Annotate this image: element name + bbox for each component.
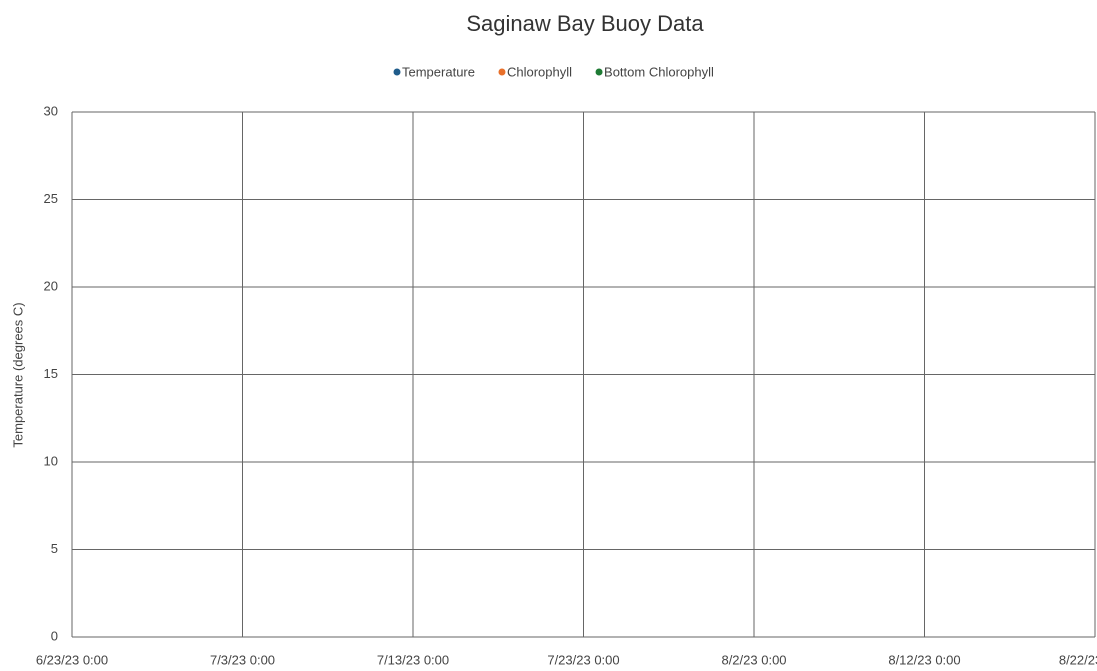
- legend-marker: [393, 68, 401, 76]
- legend-marker: [498, 68, 506, 76]
- legend-marker: [595, 68, 603, 76]
- y-tick-label: 0: [51, 628, 58, 643]
- y-tick-label: 25: [44, 191, 58, 206]
- y-tick-label: 30: [44, 103, 58, 118]
- y-tick-label: 20: [44, 278, 58, 293]
- y-axis-label: Temperature (degrees C): [10, 302, 25, 447]
- y-tick-label: 15: [44, 366, 58, 381]
- y-tick-label: 5: [51, 541, 58, 556]
- legend-label: Bottom Chlorophyll: [604, 64, 714, 79]
- legend-label: Chlorophyll: [507, 64, 572, 79]
- x-tick-label: 6/23/23 0:00: [36, 652, 108, 667]
- chart-title: Saginaw Bay Buoy Data: [466, 11, 704, 36]
- x-tick-label: 8/12/23 0:00: [888, 652, 960, 667]
- x-tick-label: 7/3/23 0:00: [210, 652, 275, 667]
- y-tick-label: 10: [44, 453, 58, 468]
- legend-label: Temperature: [402, 64, 475, 79]
- x-tick-label: 7/23/23 0:00: [547, 652, 619, 667]
- x-tick-label: 7/13/23 0:00: [377, 652, 449, 667]
- x-tick-label: 8/22/23 0:00: [1059, 652, 1097, 667]
- x-tick-label: 8/2/23 0:00: [721, 652, 786, 667]
